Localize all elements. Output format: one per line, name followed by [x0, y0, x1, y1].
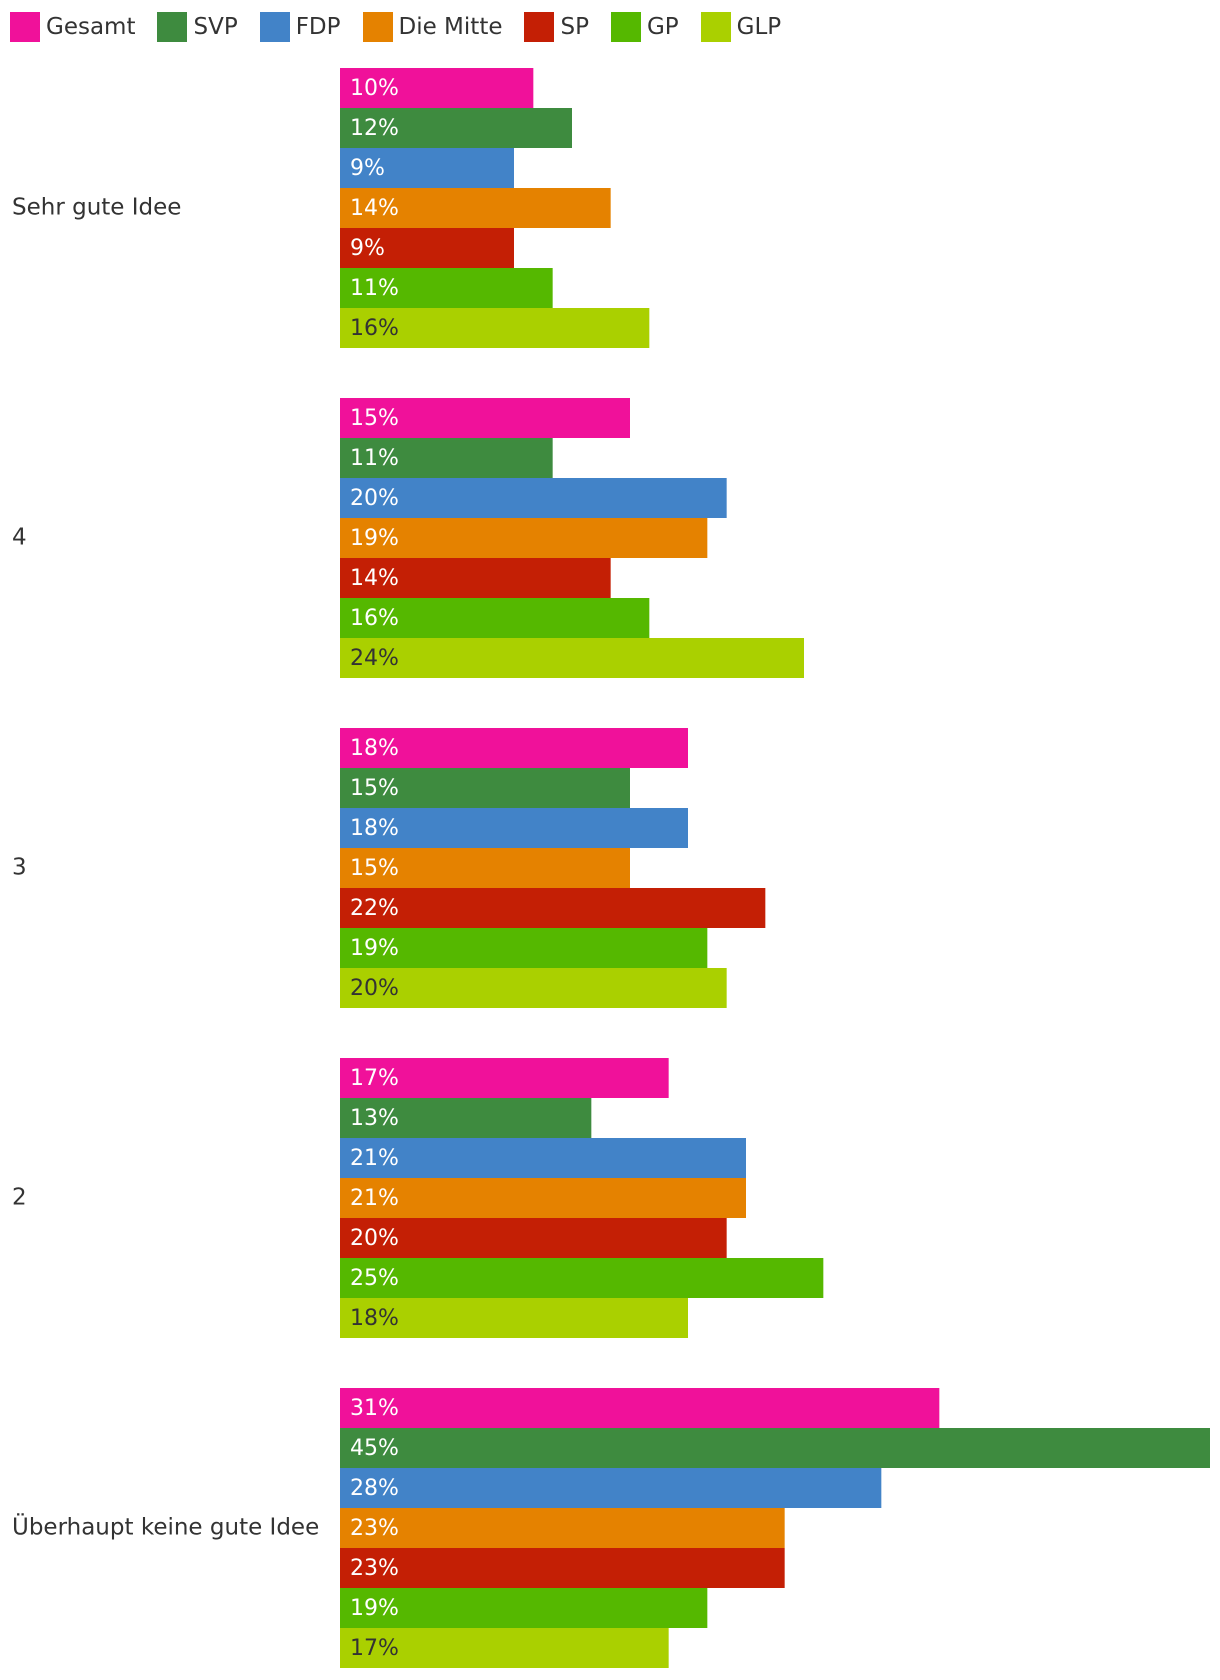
data-label-sp-berhaupt-keine-gute-idee: 23%: [350, 1556, 399, 1581]
data-label-svp-4: 11%: [350, 446, 399, 471]
bar-die-mitte-berhaupt-keine-gute-idee[interactable]: [340, 1508, 785, 1548]
category-label-2: 2: [12, 1185, 27, 1211]
category-label-3: 3: [12, 855, 27, 881]
data-label-gp-sehr-gute-idee: 11%: [350, 276, 399, 301]
bar-glp-sehr-gute-idee[interactable]: [340, 308, 650, 348]
legend-item-sp[interactable]: SP: [524, 12, 589, 42]
bar-gp-4[interactable]: [340, 598, 650, 638]
bar-glp-3[interactable]: [340, 968, 727, 1008]
legend-item-fdp[interactable]: FDP: [259, 12, 341, 42]
bar-glp-2[interactable]: [340, 1298, 688, 1338]
legend-item-svp[interactable]: SVP: [157, 12, 238, 42]
bar-gp-berhaupt-keine-gute-idee[interactable]: [340, 1588, 708, 1628]
data-label-fdp-2: 21%: [350, 1146, 399, 1171]
legend-label: FDP: [295, 14, 341, 40]
data-label-die-mitte-2: 21%: [350, 1186, 399, 1211]
bar-die-mitte-2[interactable]: [340, 1178, 746, 1218]
legend-item-glp[interactable]: GLP: [700, 12, 782, 42]
bar-glp-berhaupt-keine-gute-idee[interactable]: [340, 1628, 669, 1668]
data-label-gp-berhaupt-keine-gute-idee: 19%: [350, 1596, 399, 1621]
legend-label: SVP: [193, 14, 238, 40]
bar-fdp-sehr-gute-idee[interactable]: [340, 148, 514, 188]
bar-svp-sehr-gute-idee[interactable]: [340, 108, 572, 148]
data-label-glp-sehr-gute-idee: 16%: [350, 316, 399, 341]
bar-gesamt-sehr-gute-idee[interactable]: [340, 68, 534, 108]
legend: Gesamt SVP FDP Die Mitte SP GP GLP: [10, 10, 803, 44]
legend-label: Gesamt: [46, 14, 136, 40]
bar-fdp-4[interactable]: [340, 478, 727, 518]
legend-item-die-mitte[interactable]: Die Mitte: [362, 12, 503, 42]
bar-glp-4[interactable]: [340, 638, 804, 678]
data-label-gp-2: 25%: [350, 1266, 399, 1291]
bar-gesamt-3[interactable]: [340, 728, 688, 768]
legend-label: Die Mitte: [398, 14, 503, 40]
data-label-fdp-4: 20%: [350, 486, 399, 511]
data-label-die-mitte-4: 19%: [350, 526, 399, 551]
legend-label: SP: [560, 14, 589, 40]
bar-svp-berhaupt-keine-gute-idee[interactable]: [340, 1428, 1210, 1468]
bar-sp-4[interactable]: [340, 558, 611, 598]
legend-item-gesamt[interactable]: Gesamt: [10, 12, 135, 42]
data-label-glp-berhaupt-keine-gute-idee: 17%: [350, 1636, 399, 1661]
data-label-svp-sehr-gute-idee: 12%: [350, 116, 399, 141]
bar-fdp-berhaupt-keine-gute-idee[interactable]: [340, 1468, 882, 1508]
data-label-svp-3: 15%: [350, 776, 399, 801]
bar-svp-2[interactable]: [340, 1098, 592, 1138]
bar-sp-berhaupt-keine-gute-idee[interactable]: [340, 1548, 785, 1588]
bar-gp-3[interactable]: [340, 928, 708, 968]
data-label-glp-3: 20%: [350, 976, 399, 1001]
legend-label: GP: [646, 14, 679, 40]
data-label-gesamt-berhaupt-keine-gute-idee: 31%: [350, 1396, 399, 1421]
bar-sp-sehr-gute-idee[interactable]: [340, 228, 514, 268]
bar-gp-sehr-gute-idee[interactable]: [340, 268, 553, 308]
data-label-gp-4: 16%: [350, 606, 399, 631]
bar-die-mitte-3[interactable]: [340, 848, 630, 888]
legend-label: GLP: [736, 14, 782, 40]
bar-gp-2[interactable]: [340, 1258, 824, 1298]
data-label-glp-2: 18%: [350, 1306, 399, 1331]
legend-swatch: [362, 12, 393, 42]
legend-swatch: [259, 12, 290, 42]
legend-item-gp[interactable]: GP: [610, 12, 679, 42]
data-label-fdp-sehr-gute-idee: 9%: [350, 156, 385, 181]
legend-swatch: [157, 12, 188, 42]
data-label-fdp-berhaupt-keine-gute-idee: 28%: [350, 1476, 399, 1501]
data-label-die-mitte-sehr-gute-idee: 14%: [350, 196, 399, 221]
data-label-svp-berhaupt-keine-gute-idee: 45%: [350, 1436, 399, 1461]
bar-die-mitte-4[interactable]: [340, 518, 708, 558]
data-label-gesamt-4: 15%: [350, 406, 399, 431]
data-label-glp-4: 24%: [350, 646, 399, 671]
data-label-svp-2: 13%: [350, 1106, 399, 1131]
data-label-sp-2: 20%: [350, 1226, 399, 1251]
bar-die-mitte-sehr-gute-idee[interactable]: [340, 188, 611, 228]
bar-gesamt-4[interactable]: [340, 398, 630, 438]
category-label-4: 4: [12, 525, 27, 551]
data-label-gesamt-sehr-gute-idee: 10%: [350, 76, 399, 101]
data-label-sp-sehr-gute-idee: 9%: [350, 236, 385, 261]
legend-swatch: [524, 12, 555, 42]
bar-sp-2[interactable]: [340, 1218, 727, 1258]
data-label-die-mitte-berhaupt-keine-gute-idee: 23%: [350, 1516, 399, 1541]
bar-svp-4[interactable]: [340, 438, 553, 478]
data-label-gp-3: 19%: [350, 936, 399, 961]
legend-swatch: [10, 12, 40, 42]
category-label-sehr-gute-idee: Sehr gute Idee: [12, 195, 181, 221]
data-label-gesamt-3: 18%: [350, 736, 399, 761]
data-label-fdp-3: 18%: [350, 816, 399, 841]
category-label-berhaupt-keine-gute-idee: Überhaupt keine gute Idee: [12, 1513, 319, 1541]
bar-fdp-3[interactable]: [340, 808, 688, 848]
data-label-sp-3: 22%: [350, 896, 399, 921]
data-label-die-mitte-3: 15%: [350, 856, 399, 881]
bar-svp-3[interactable]: [340, 768, 630, 808]
bar-fdp-2[interactable]: [340, 1138, 746, 1178]
legend-swatch: [700, 12, 731, 42]
bar-gesamt-2[interactable]: [340, 1058, 669, 1098]
data-label-sp-4: 14%: [350, 566, 399, 591]
legend-swatch: [610, 12, 641, 42]
bar-gesamt-berhaupt-keine-gute-idee[interactable]: [340, 1388, 940, 1428]
bar-sp-3[interactable]: [340, 888, 766, 928]
data-label-gesamt-2: 17%: [350, 1066, 399, 1091]
